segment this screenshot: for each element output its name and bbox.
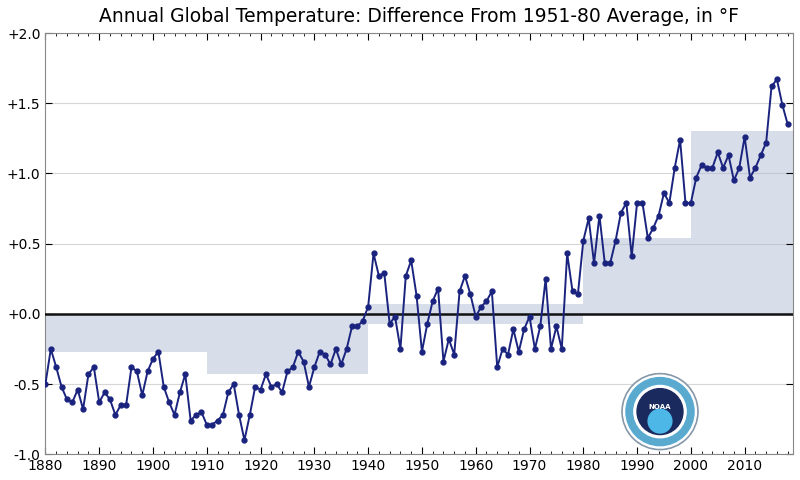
Circle shape [648, 409, 672, 433]
Circle shape [637, 389, 683, 434]
Circle shape [621, 373, 699, 450]
Circle shape [626, 378, 694, 445]
Circle shape [623, 375, 697, 448]
Title: Annual Global Temperature: Difference From 1951-80 Average, in °F: Annual Global Temperature: Difference Fr… [99, 7, 739, 26]
Circle shape [634, 385, 686, 438]
Text: NOAA: NOAA [649, 404, 671, 410]
